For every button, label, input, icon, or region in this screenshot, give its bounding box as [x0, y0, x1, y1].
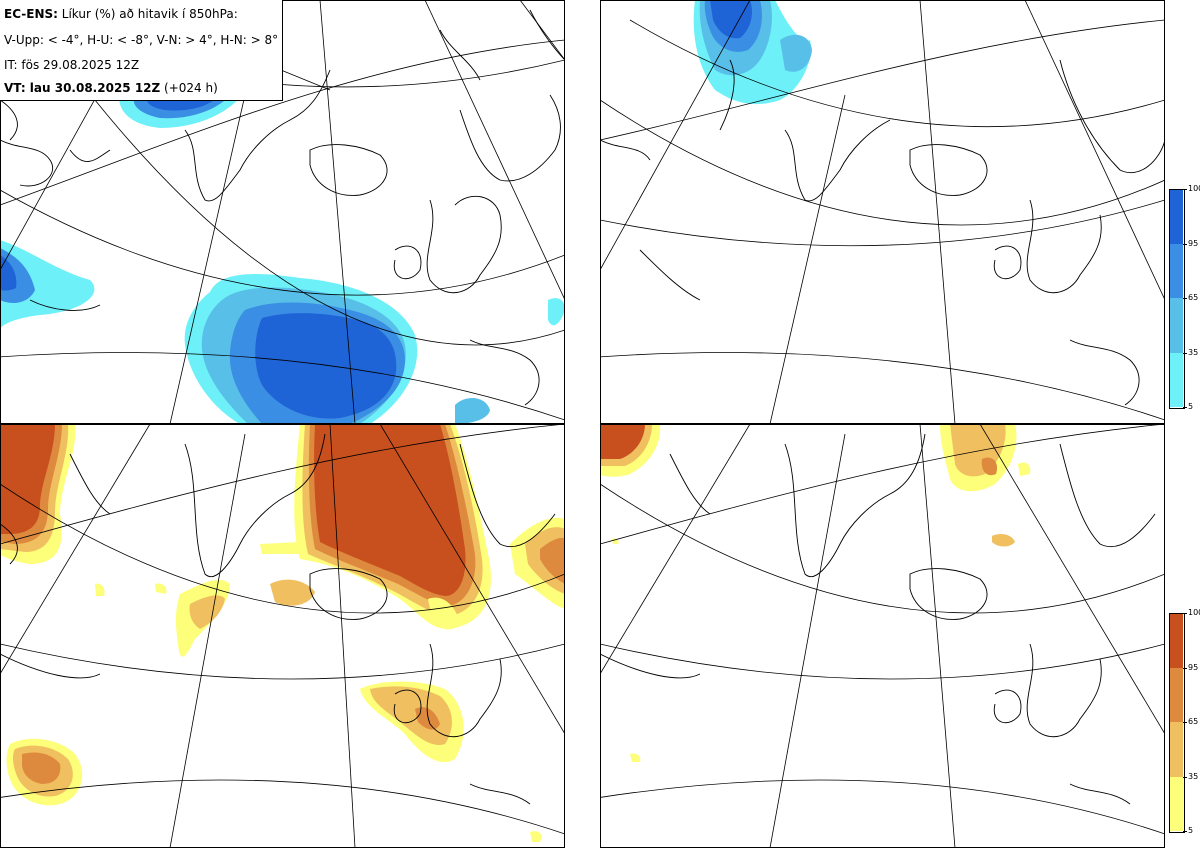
colorbar-tick — [1183, 722, 1187, 723]
coastlines — [0, 9, 565, 406]
colorbar-tick — [1183, 189, 1187, 190]
colorbar-tick — [1183, 613, 1187, 614]
colorbar-tick — [1183, 831, 1187, 832]
colorbar-frame — [1169, 189, 1185, 409]
map-panel-cold-moderate: EC-ENS: Líkur (%) að hitavik í 850hPa: V… — [0, 0, 565, 424]
colorbar-tick — [1183, 352, 1187, 354]
colorbar-tick — [1183, 407, 1187, 408]
graticule — [600, 0, 1165, 424]
probability-field-warm — [0, 424, 565, 842]
colorbar-segment — [1169, 243, 1183, 298]
map-panel-warm-moderate: 1009565355 — [0, 424, 565, 848]
colorbar-tick-label: 95 — [1188, 662, 1199, 672]
colorbar-warm-right: 100 95 65 35 5 — [1169, 609, 1200, 835]
colorbar-segment — [1169, 722, 1183, 777]
colorbar-tick-label: 65 — [1188, 717, 1199, 726]
coastlines — [600, 59, 1165, 406]
graticule — [0, 424, 565, 848]
coastlines — [0, 433, 556, 805]
colorbar-tick — [1183, 776, 1187, 778]
header-title: EC-ENS: Líkur (%) að hitavik í 850hPa: — [4, 7, 238, 21]
coastlines — [600, 433, 1156, 805]
colorbar-tick-label: 5 — [1188, 826, 1194, 835]
colorbar-segment — [1169, 352, 1183, 407]
colorbar-tick — [1183, 243, 1187, 245]
colorbar-tick-label: 35 — [1188, 771, 1199, 781]
header-criteria: V-Upp: < -4°, H-U: < -8°, V-N: > 4°, H-N… — [4, 33, 279, 47]
colorbar-tick-label: 35 — [1188, 347, 1199, 357]
colorbar-cold-right: 100 95 65 35 5 — [1169, 185, 1200, 411]
map-canvas — [600, 424, 1165, 848]
colorbar-segment — [1169, 298, 1183, 353]
colorbar-segment — [1169, 613, 1183, 668]
colorbar-segment — [1169, 776, 1183, 831]
map-legend-header: EC-ENS: Líkur (%) að hitavik í 850hPa: V… — [0, 0, 283, 101]
colorbar-tick-label: 100 — [1188, 184, 1200, 193]
map-canvas — [0, 424, 565, 848]
header-valid-time: VT: lau 30.08.2025 12Z (+024 h) — [4, 81, 218, 95]
colorbar-frame — [1169, 613, 1185, 833]
colorbar-segment — [1169, 189, 1183, 244]
probability-field-cold — [0, 69, 565, 424]
probability-field-warm — [600, 424, 1031, 762]
probability-field-cold — [693, 0, 812, 105]
colorbar-tick-label: 95 — [1188, 238, 1199, 248]
map-canvas — [600, 0, 1165, 424]
graticule — [600, 424, 1165, 848]
colorbar-segment — [1169, 667, 1183, 722]
colorbar-tick — [1183, 298, 1187, 299]
map-panel-cold-strong — [600, 0, 1165, 424]
map-panel-warm-strong — [600, 424, 1165, 848]
colorbar-tick-label: 5 — [1188, 402, 1194, 411]
colorbar-tick — [1183, 667, 1187, 669]
colorbar-tick-label: 65 — [1188, 293, 1199, 302]
colorbar-tick-label: 100 — [1188, 608, 1200, 617]
header-init-time: IT: fös 29.08.2025 12Z — [4, 58, 140, 72]
